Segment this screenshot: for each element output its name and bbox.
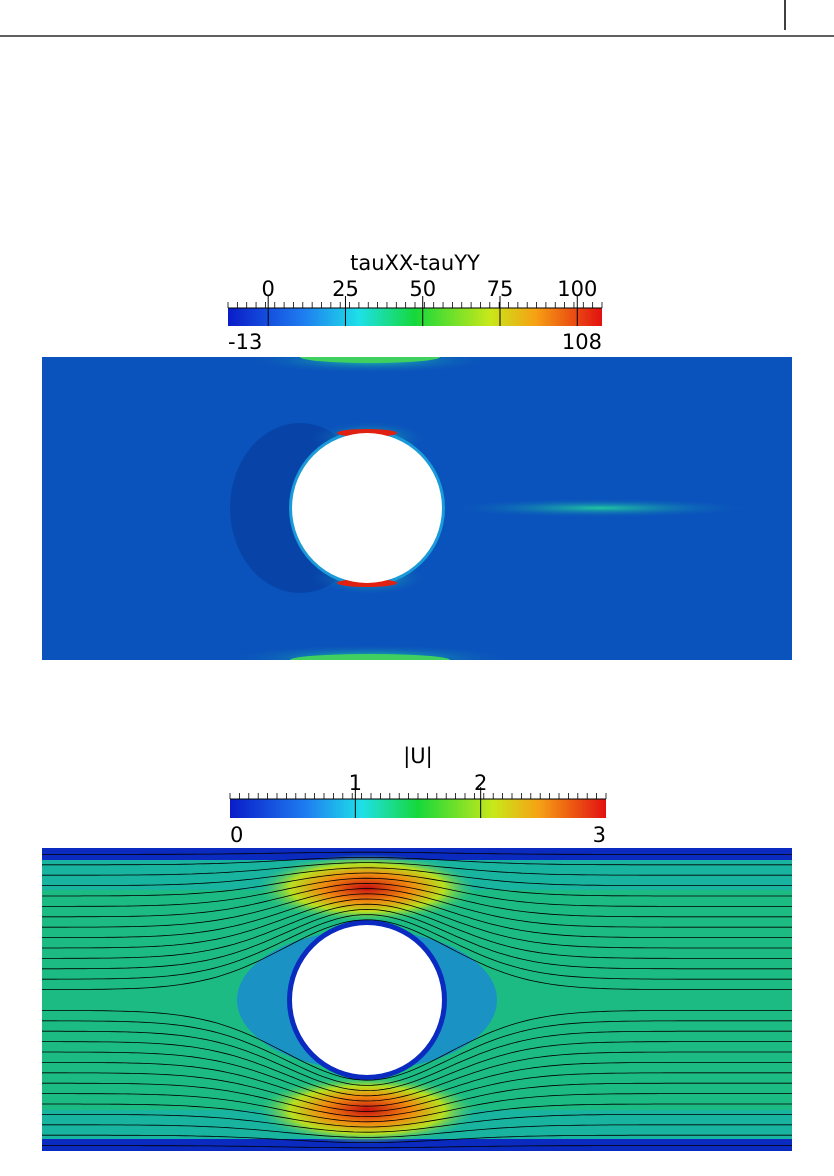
streamline (42, 1124, 792, 1138)
streamline (42, 888, 792, 928)
streamline (42, 914, 792, 980)
streamline (42, 1051, 792, 1102)
streamline (42, 851, 792, 855)
colorbar-title: |U| (403, 744, 433, 769)
streamline (42, 882, 792, 918)
streamline (42, 862, 792, 876)
velocity-field (42, 848, 792, 1151)
range-max: 108 (562, 330, 602, 354)
streamline (42, 898, 792, 949)
streamline (42, 1062, 792, 1107)
streamline (42, 1082, 792, 1118)
stress-field (42, 357, 792, 660)
tick-label: 50 (409, 277, 436, 301)
range-min: 0 (230, 823, 243, 847)
streamline (42, 857, 792, 866)
range-max: 3 (593, 823, 606, 847)
tick-label: 100 (557, 277, 597, 301)
streamline (42, 1010, 792, 1081)
streamline (42, 908, 792, 970)
tick-label: 1 (349, 771, 362, 795)
streamline (42, 903, 792, 959)
streamline (42, 1103, 792, 1128)
streamline (42, 1114, 792, 1133)
streamline (42, 1145, 792, 1149)
streamline (42, 877, 792, 907)
streamline (42, 1041, 792, 1097)
colorbar (230, 799, 606, 818)
colorbar (228, 308, 602, 326)
streamline (42, 867, 792, 886)
streamline (42, 1072, 792, 1112)
streamlines (42, 851, 792, 1149)
range-min: -13 (228, 330, 262, 354)
streamline (42, 893, 792, 938)
streamline (42, 872, 792, 897)
colorbar-title: tauXX-tauYY (350, 251, 480, 275)
tick-label: 2 (474, 771, 487, 795)
tick-label: 25 (332, 277, 359, 301)
streamline (42, 1134, 792, 1143)
streamline (42, 1093, 792, 1123)
tick-label: 75 (487, 277, 514, 301)
colorbars: tauXX-tauYY 0 25 50 75 100 -13 108 |U| 1 2 0 3 (227, 251, 607, 847)
tick-label: 0 (261, 277, 274, 301)
streamline (42, 1020, 792, 1086)
streamline (42, 919, 792, 990)
streamline (42, 1030, 792, 1092)
